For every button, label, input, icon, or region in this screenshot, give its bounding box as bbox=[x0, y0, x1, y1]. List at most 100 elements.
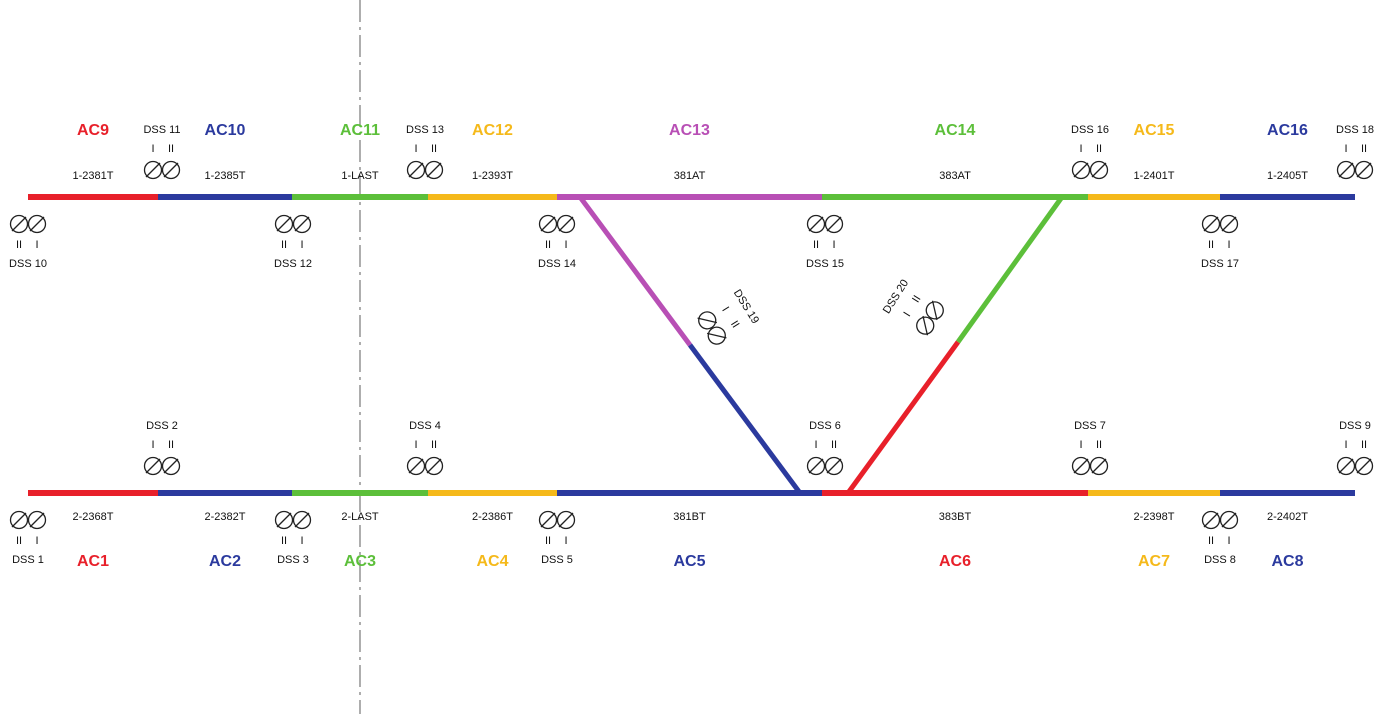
switch-symbol bbox=[1354, 160, 1374, 180]
switch-symbol bbox=[1089, 456, 1109, 476]
switch-position: II bbox=[813, 239, 819, 251]
switch-position: I bbox=[1344, 439, 1347, 451]
switch-symbol bbox=[1354, 456, 1374, 476]
switch-symbol bbox=[1089, 160, 1109, 180]
switch-slash bbox=[1203, 512, 1219, 528]
switch-label: DSS 11 bbox=[143, 124, 180, 136]
switch-symbol bbox=[143, 456, 163, 476]
switch-label: DSS 20 bbox=[881, 277, 911, 316]
switch-slash bbox=[1221, 512, 1237, 528]
switch-position: II bbox=[16, 239, 22, 251]
switch-symbol bbox=[424, 160, 444, 180]
switch-label: DSS 3 bbox=[277, 554, 309, 566]
segment-name: AC2 bbox=[209, 553, 241, 570]
switch-position: I bbox=[414, 439, 417, 451]
switch-symbol bbox=[806, 456, 826, 476]
switch-slash bbox=[540, 216, 556, 232]
switch-position: II bbox=[431, 439, 437, 451]
crossover bbox=[845, 340, 961, 495]
switch-symbol bbox=[556, 214, 576, 234]
switch-label: DSS 10 bbox=[9, 258, 47, 270]
switch-slash bbox=[706, 332, 727, 339]
switch-slash bbox=[1356, 458, 1372, 474]
switch-symbol bbox=[406, 160, 426, 180]
switch-position: I bbox=[300, 239, 303, 251]
switch-label: DSS 2 bbox=[146, 420, 178, 432]
circuit-label: 381BT bbox=[673, 511, 706, 523]
switch-position: II bbox=[1208, 535, 1214, 547]
switch-symbol bbox=[406, 456, 426, 476]
switch-position: I bbox=[1344, 143, 1347, 155]
switch-slash bbox=[1221, 216, 1237, 232]
segment-name: AC3 bbox=[344, 553, 376, 570]
switch-slash bbox=[294, 216, 310, 232]
switch-position: II bbox=[431, 143, 437, 155]
switch-slash bbox=[1073, 458, 1089, 474]
switch-slash bbox=[426, 162, 442, 178]
switch-position: II bbox=[728, 319, 741, 331]
switch-slash bbox=[145, 458, 161, 474]
switch-label: DSS 14 bbox=[538, 258, 576, 270]
segment-name: AC13 bbox=[669, 122, 710, 139]
switch-position: II bbox=[281, 239, 287, 251]
switch-slash bbox=[697, 317, 718, 324]
switch-label: DSS 12 bbox=[274, 258, 312, 270]
segment-name: AC9 bbox=[77, 122, 109, 139]
switch-slash bbox=[558, 216, 574, 232]
switch-position: II bbox=[1361, 439, 1367, 451]
switch-position: I bbox=[151, 143, 154, 155]
segment-name: AC7 bbox=[1138, 553, 1170, 570]
switch-symbol bbox=[1336, 160, 1356, 180]
switch-slash bbox=[276, 216, 292, 232]
switch-slash bbox=[163, 162, 179, 178]
switch-position: II bbox=[545, 239, 551, 251]
switch-position: I bbox=[564, 535, 567, 547]
switch-symbol bbox=[925, 301, 944, 320]
crossover bbox=[955, 195, 1065, 344]
switch-symbol bbox=[1201, 510, 1221, 530]
switch-symbol bbox=[143, 160, 163, 180]
switch-slash bbox=[163, 458, 179, 474]
switch-position: I bbox=[719, 305, 731, 314]
switch-label: DSS 4 bbox=[409, 420, 441, 432]
switch-symbol bbox=[9, 510, 29, 530]
switch-position: II bbox=[1096, 143, 1102, 155]
circuit-label: 1-2385T bbox=[205, 170, 246, 182]
switch-symbol bbox=[1336, 456, 1356, 476]
segment-name: AC10 bbox=[205, 122, 246, 139]
switch-symbol bbox=[698, 311, 717, 330]
switch-symbol bbox=[27, 214, 47, 234]
switch-slash bbox=[29, 216, 45, 232]
switch-symbol bbox=[538, 214, 558, 234]
circuit-label: 2-2386T bbox=[472, 511, 513, 523]
switch-label: DSS 9 bbox=[1339, 420, 1371, 432]
switch-label: DSS 18 bbox=[1336, 124, 1374, 136]
switch-position: II bbox=[1208, 239, 1214, 251]
switch-label: DSS 6 bbox=[809, 420, 841, 432]
switch-slash bbox=[294, 512, 310, 528]
switch-symbol bbox=[806, 214, 826, 234]
circuit-label: 381AT bbox=[674, 170, 706, 182]
segment-name: AC15 bbox=[1134, 122, 1175, 139]
switch-slash bbox=[808, 458, 824, 474]
switch-symbol bbox=[161, 160, 181, 180]
switch-symbol bbox=[1219, 214, 1239, 234]
switch-symbol bbox=[1201, 214, 1221, 234]
switch-position: I bbox=[414, 143, 417, 155]
circuit-label: 2-2368T bbox=[73, 511, 114, 523]
switch-symbol bbox=[1071, 456, 1091, 476]
switch-position: II bbox=[168, 143, 174, 155]
